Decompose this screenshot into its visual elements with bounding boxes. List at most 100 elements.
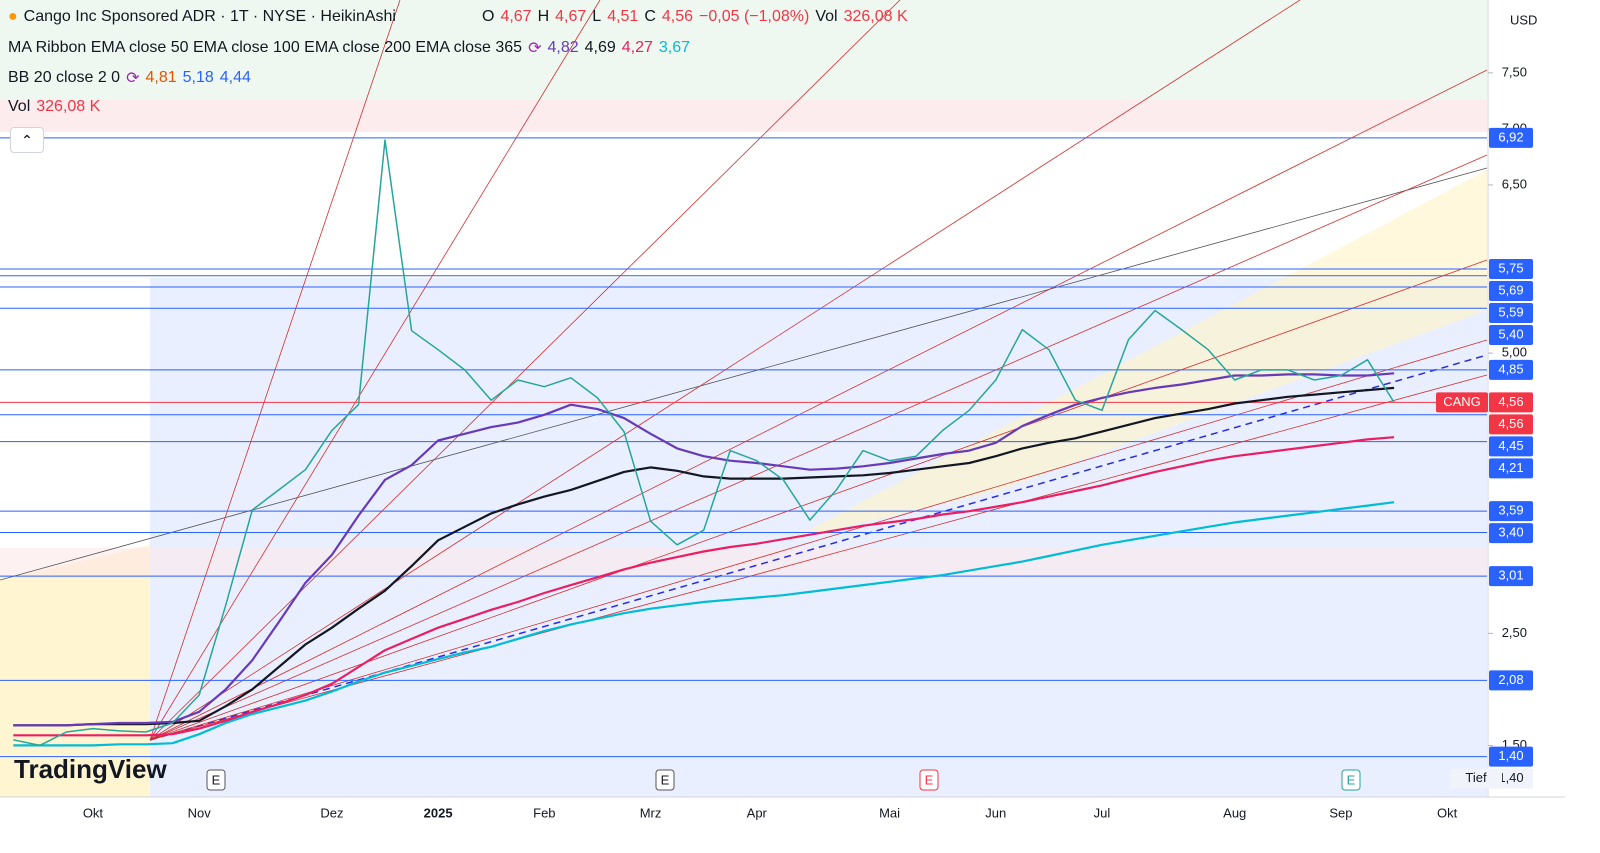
currency[interactable]: USD: [1510, 12, 1537, 27]
price-tag-label: 4,85: [1498, 361, 1523, 376]
brand: TradingView: [14, 754, 167, 784]
series-line: [13, 372, 1395, 727]
symbol-tag: Tief: [1465, 770, 1487, 785]
symbol-tag-box: [1450, 768, 1502, 789]
x-tick-label: Dez: [320, 805, 343, 820]
indicator-name: Vol: [8, 98, 31, 115]
price-tag-box: [1489, 566, 1533, 587]
price-tag-box: [1489, 670, 1533, 691]
ohlc-key: L: [592, 8, 602, 25]
symbol-tag-box: [1436, 392, 1488, 413]
price-tag: 4,56 CANG: [1436, 392, 1533, 413]
collapse-button[interactable]: ⌃: [10, 127, 44, 153]
price-tag-box: [1489, 303, 1533, 324]
price-tag-box: [1489, 127, 1533, 148]
price-tag-label: 3,01: [1498, 568, 1523, 583]
price-tag-box: [1489, 436, 1533, 457]
price-tag-box: [1489, 259, 1533, 280]
y-tick-label: 7,50: [1502, 64, 1527, 79]
indicator-value: 4,81: [145, 69, 177, 86]
earnings-label[interactable]: E: [212, 772, 221, 787]
price-tag: 4,85: [1489, 359, 1533, 380]
price-tag-box: [1489, 414, 1533, 435]
price-tag-label: 4,21: [1498, 460, 1523, 475]
price-tag: 3,01: [1489, 566, 1533, 587]
price-tag: 4,45: [1489, 436, 1533, 457]
change: −0,05 (−1,08%): [699, 8, 810, 25]
indicator-legend[interactable]: BB 20 close 2 0 ⟳ 4,81 5,18 4,44: [8, 68, 251, 88]
price-tag: 5,40: [1489, 325, 1533, 346]
price-tag-label: 5,40: [1498, 326, 1523, 341]
price-tag-label: 5,59: [1498, 304, 1523, 319]
earnings-label[interactable]: E: [1347, 772, 1356, 787]
price-tag-box: [1489, 501, 1533, 522]
price-tag-label: 4,56: [1498, 394, 1523, 409]
price-tag-box: [1489, 392, 1533, 413]
price-tag: 6,92: [1489, 127, 1533, 148]
indicator-value: 326,08 K: [36, 98, 101, 115]
indicator-icon: ⟳: [528, 40, 542, 57]
x-tick-label: Feb: [533, 805, 555, 820]
y-tick-label: 5,00: [1502, 345, 1527, 360]
symbol-icon: ●: [8, 8, 18, 25]
earnings-label[interactable]: E: [925, 772, 934, 787]
price-tag-box: [1489, 458, 1533, 479]
price-tag: 4,56: [1489, 414, 1533, 435]
price-tag-box: [1489, 746, 1533, 767]
indicator-name: BB 20 close 2 0: [8, 69, 121, 86]
price-tag-label: 4,45: [1498, 438, 1523, 453]
indicator-value: 5,18: [182, 69, 214, 86]
series-line: [13, 501, 1395, 747]
indicator-legend[interactable]: MA Ribbon EMA close 50 EMA close 100 EMA…: [8, 38, 690, 58]
price-tag-label: 2,08: [1498, 672, 1523, 687]
price-tag-label: 5,69: [1498, 282, 1523, 297]
price-tag: 1,40: [1489, 746, 1533, 767]
price-tag-label: 4,56: [1498, 416, 1523, 431]
x-tick-label: Okt: [83, 805, 104, 820]
price-tag-label: 1,40: [1498, 748, 1523, 763]
price-tag: 3,59: [1489, 501, 1533, 522]
price-tag-label: 3,40: [1498, 525, 1523, 540]
indicator-value: 4,44: [219, 69, 251, 86]
symbol[interactable]: Cango Inc Sponsored ADR · 1T · NYSE · He…: [23, 8, 396, 25]
price-tag-box: [1489, 325, 1533, 346]
indicator-value: 4,27: [621, 39, 653, 56]
indicator-value: 4,82: [547, 39, 579, 56]
x-tick-label: Apr: [747, 805, 768, 820]
zone: [0, 100, 1487, 132]
x-tick-label: 2025: [424, 805, 453, 820]
earnings-markers: E E E E: [206, 769, 1361, 791]
price-tag: 3,40: [1489, 523, 1533, 544]
indicator-value: 4,69: [584, 39, 616, 56]
x-tick-label: Nov: [188, 805, 212, 820]
x-tick-label: Okt: [1437, 805, 1458, 820]
indicator-value: 3,67: [658, 39, 691, 56]
series-line: [13, 436, 1395, 737]
price-tag-label: 3,59: [1498, 503, 1523, 518]
series-line: [13, 386, 1395, 727]
symbol-tag: CANG: [1443, 394, 1481, 409]
symbol-header: ● Cango Inc Sponsored ADR · 1T · NYSE · …: [8, 8, 908, 26]
vol-value: 326,08 K: [843, 8, 908, 25]
price-tag-label: 5,75: [1498, 260, 1523, 275]
indicator-legend[interactable]: Vol 326,08 K: [8, 98, 100, 116]
zone: [0, 545, 150, 797]
x-tick-label: Sep: [1329, 805, 1352, 820]
earnings-label[interactable]: E: [661, 772, 670, 787]
price-tag: 4,21: [1489, 458, 1533, 479]
price-tag-box: [1489, 281, 1533, 302]
price-tag-label: 1,40: [1498, 770, 1523, 785]
ohlc-value: 4,67: [555, 8, 587, 25]
zone: [0, 548, 1487, 578]
y-tick-label: 6,50: [1502, 176, 1527, 191]
ohlc-value: 4,56: [661, 8, 694, 25]
price-tag-box: [1489, 523, 1533, 544]
x-tick-label: Mrz: [640, 805, 662, 820]
price-tag-label: 6,92: [1498, 129, 1523, 144]
price-tag: 5,59: [1489, 303, 1533, 324]
ohlc-key: O: [481, 8, 495, 25]
x-tick-label: Jul: [1094, 805, 1111, 820]
indicator-icon: ⟳: [126, 70, 140, 87]
